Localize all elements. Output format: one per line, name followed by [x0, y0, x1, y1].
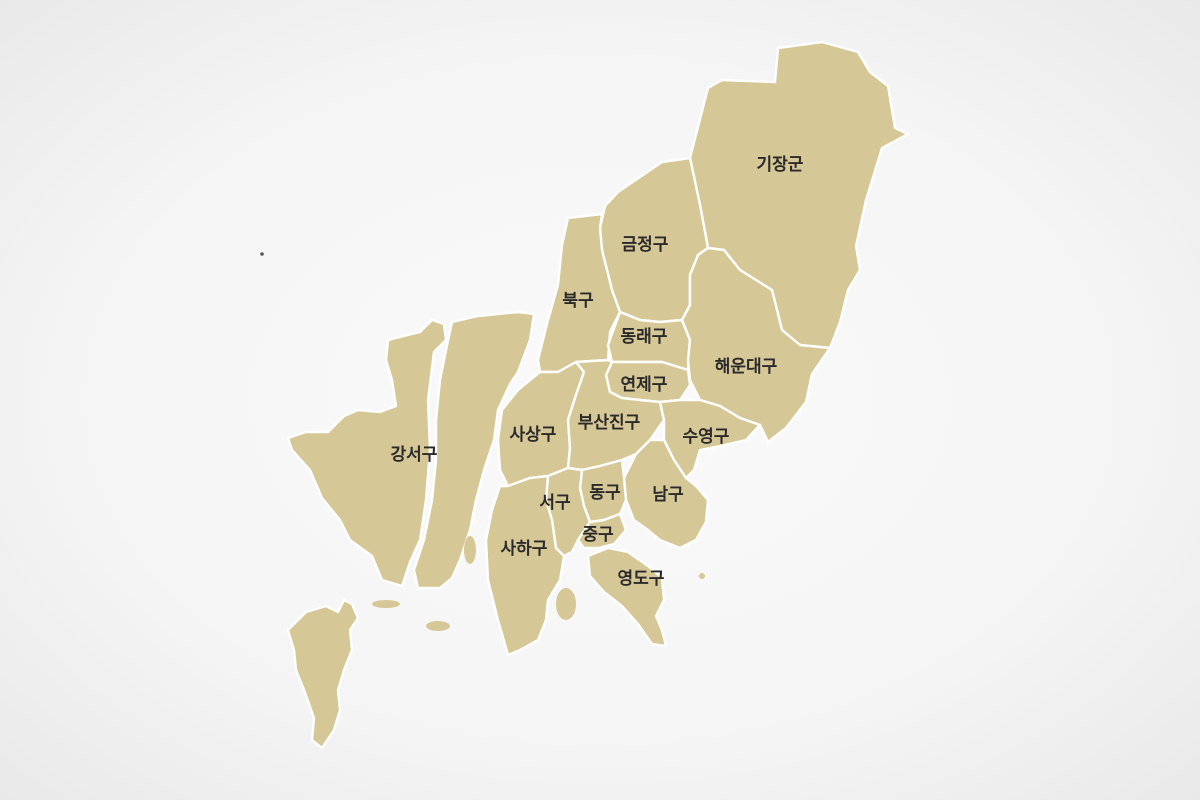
label-buk: 북구 [562, 291, 594, 311]
islet-2 [426, 621, 450, 631]
district-yeongdo[interactable] [586, 546, 668, 648]
label-saha: 사하구 [501, 539, 548, 559]
district-suyeong[interactable] [658, 398, 762, 480]
islet-4 [556, 588, 576, 620]
district-saha[interactable] [484, 474, 566, 657]
label-dongnae: 동래구 [621, 327, 668, 347]
district-gangseo-island[interactable] [286, 598, 360, 750]
label-jung: 중구 [582, 525, 614, 545]
islet-1 [372, 600, 400, 608]
label-busanjin: 부산진구 [578, 413, 641, 433]
label-yeongdo: 영도구 [618, 569, 665, 589]
label-dong: 동구 [589, 483, 621, 503]
label-gangseo: 강서구 [391, 445, 438, 465]
label-seo: 서구 [539, 493, 571, 513]
islet-dot [260, 252, 264, 256]
label-suyeong: 수영구 [683, 427, 730, 447]
label-yeonje: 연제구 [621, 375, 668, 395]
label-haeundae: 해운대구 [715, 357, 778, 377]
district-jung[interactable] [576, 512, 628, 550]
label-geumjeong: 금정구 [622, 235, 669, 255]
label-gijang: 기장군 [757, 155, 804, 175]
label-nam: 남구 [652, 485, 684, 505]
islet-5 [699, 573, 705, 579]
islet-3 [464, 536, 476, 564]
district-gangseo[interactable] [286, 318, 448, 588]
label-sasang: 사상구 [510, 425, 557, 445]
